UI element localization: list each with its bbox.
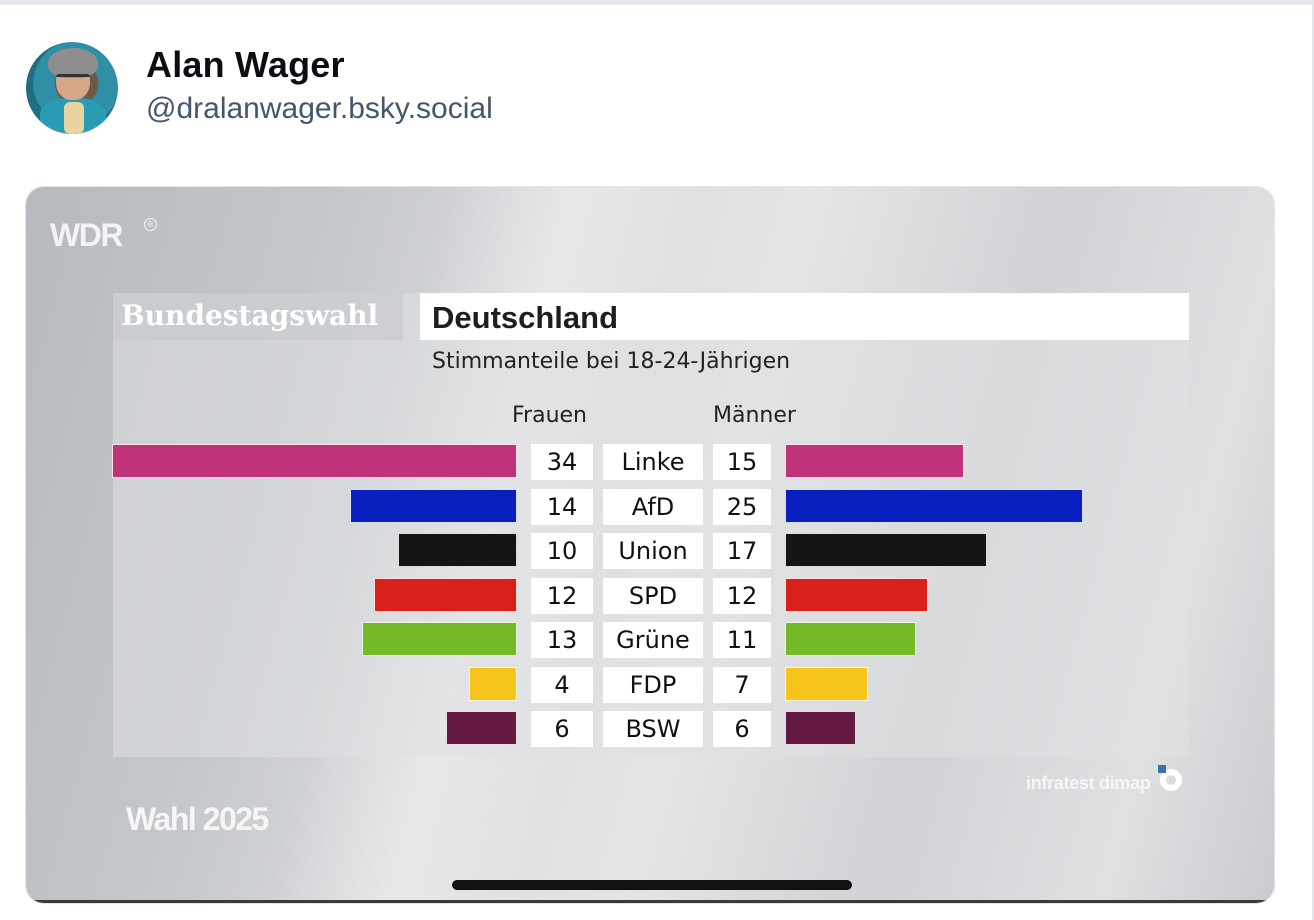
- chart-row-union: 10 Union 17: [26, 533, 1274, 569]
- value-women-grune: 13: [531, 622, 593, 658]
- author-handle[interactable]: @dralanwager.bsky.social: [146, 92, 493, 125]
- bar-men-bsw: [785, 711, 857, 745]
- value-women-bsw: 6: [531, 711, 593, 747]
- bar-women-spd: [374, 577, 517, 612]
- chart-row-grune: 13 Grüne 11: [26, 622, 1274, 658]
- bar-women-linke: [112, 444, 517, 478]
- party-label-grune: Grüne: [603, 622, 703, 658]
- home-indicator: [452, 880, 852, 890]
- bar-men-spd: [785, 577, 928, 612]
- avatar[interactable]: [26, 42, 118, 134]
- chart-row-afd: 14 AfD 25: [26, 488, 1274, 525]
- value-women-afd: 14: [531, 488, 593, 525]
- avatar-hair: [48, 48, 98, 78]
- chart-row-spd: 12 SPD 12: [26, 577, 1274, 614]
- value-men-fdp: 7: [713, 666, 771, 703]
- chart-row-linke: 34 Linke 15: [26, 444, 1274, 480]
- bar-women-bsw: [445, 711, 517, 745]
- value-women-fdp: 4: [531, 666, 593, 703]
- value-men-grune: 11: [713, 622, 771, 658]
- value-men-union: 17: [713, 533, 771, 569]
- party-label-linke: Linke: [603, 444, 703, 480]
- avatar-glasses: [56, 74, 90, 85]
- region-header: Deutschland: [420, 293, 1189, 340]
- avatar-shirt-print: [64, 102, 84, 134]
- image-bottom-edge: [26, 900, 1274, 903]
- party-label-union: Union: [603, 533, 703, 569]
- value-men-afd: 25: [713, 488, 771, 525]
- top-divider: [0, 0, 1314, 5]
- value-men-bsw: 6: [713, 711, 771, 747]
- bar-men-afd: [785, 488, 1083, 523]
- post-image[interactable]: WDR ® Bundestagswahl Deutschland Stimman…: [26, 187, 1274, 903]
- bar-men-union: [785, 533, 988, 567]
- chart-row-fdp: 4 FDP 7: [26, 666, 1274, 703]
- bar-men-grune: [785, 622, 916, 656]
- election-header: Bundestagswahl: [113, 293, 403, 340]
- party-label-afd: AfD: [603, 488, 703, 525]
- election-label: Bundestagswahl: [121, 299, 379, 332]
- wdr-logo: WDR: [50, 217, 123, 253]
- region-label: Deutschland: [432, 300, 619, 335]
- wahl-2025-logo: Wahl 2025: [126, 801, 269, 837]
- source-label: infratest dimap: [1026, 773, 1151, 793]
- bar-women-union: [398, 533, 517, 567]
- bar-men-linke: [785, 444, 964, 478]
- value-women-union: 10: [531, 533, 593, 569]
- column-header-women: Frauen: [512, 403, 588, 428]
- party-label-fdp: FDP: [603, 666, 703, 703]
- value-women-linke: 34: [531, 444, 593, 480]
- registered-mark: ®: [144, 218, 157, 231]
- bar-women-grune: [362, 622, 517, 656]
- party-label-bsw: BSW: [603, 711, 703, 747]
- column-header-men: Männer: [713, 403, 796, 428]
- chart-subtitle: Stimmanteile bei 18-24-Jährigen: [432, 349, 791, 374]
- value-men-linke: 15: [713, 444, 771, 480]
- bar-men-fdp: [785, 666, 869, 701]
- bar-women-afd: [350, 488, 517, 523]
- value-women-spd: 12: [531, 577, 593, 614]
- infratest-logo-icon: [1158, 765, 1182, 791]
- value-men-spd: 12: [713, 577, 771, 614]
- bar-women-fdp: [469, 666, 517, 701]
- chart-row-bsw: 6 BSW 6: [26, 711, 1274, 747]
- author-display-name[interactable]: Alan Wager: [146, 44, 345, 85]
- right-divider: [1312, 0, 1314, 920]
- party-label-spd: SPD: [603, 577, 703, 614]
